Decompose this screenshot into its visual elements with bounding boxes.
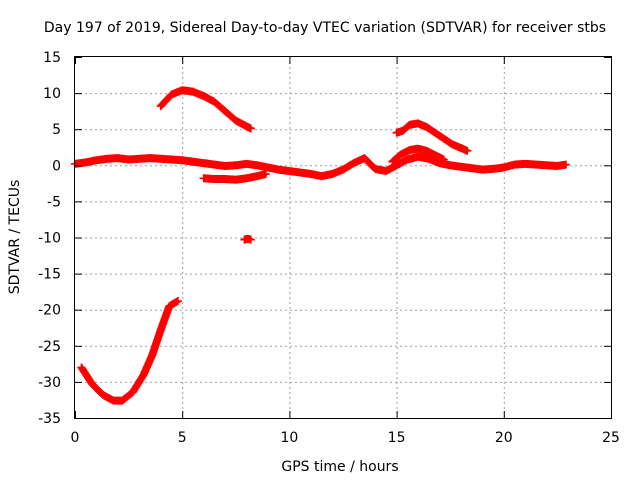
y-axis-label: SDTVAR / TECUs xyxy=(7,180,23,295)
data-point-markers xyxy=(77,297,182,405)
series-isolated xyxy=(240,234,255,244)
x-axis-label: GPS time / hours xyxy=(281,459,398,475)
grid-lines xyxy=(75,57,611,418)
data-point-markers xyxy=(240,234,255,244)
x-tick-label: 0 xyxy=(71,430,80,446)
series-baseline xyxy=(71,152,570,181)
y-tick-label: 0 xyxy=(52,158,61,174)
y-tick-label: -35 xyxy=(38,411,61,427)
axis-ticks: 0 5 10 15 20 25 -35 -30 -25 -20 -15 -10 -5 0 5 10 15 xyxy=(38,50,620,446)
y-tick-label: 10 xyxy=(43,86,61,102)
y-tick-label: -10 xyxy=(38,231,61,247)
y-tick-label: -5 xyxy=(47,194,61,210)
y-tick-label: -25 xyxy=(38,339,61,355)
data-point-markers xyxy=(388,144,448,166)
y-tick-label: -15 xyxy=(38,267,61,283)
plot-frame xyxy=(74,56,612,419)
x-tick-label: 20 xyxy=(495,430,513,446)
x-tick-label: 5 xyxy=(178,430,187,446)
data-points xyxy=(71,86,570,405)
x-tick-label: 25 xyxy=(602,430,620,446)
series-secondary-arc xyxy=(388,144,448,166)
series-low-arc xyxy=(77,297,182,405)
y-tick-label: -30 xyxy=(38,375,61,391)
data-point-markers xyxy=(392,119,472,155)
data-point-markers xyxy=(199,169,270,184)
chart-title: Day 197 of 2019, Sidereal Day-to-day VTE… xyxy=(44,20,606,36)
x-tick-label: 10 xyxy=(280,430,298,446)
series-high-arc xyxy=(156,86,255,133)
series-short-segment xyxy=(199,169,270,184)
x-tick-label: 15 xyxy=(388,430,406,446)
series-afternoon-arc xyxy=(392,119,472,155)
y-tick-label: 5 xyxy=(52,122,61,138)
y-tick-label: 15 xyxy=(43,50,61,66)
data-point-markers xyxy=(71,152,570,181)
data-point-markers xyxy=(156,86,255,133)
y-tick-label: -20 xyxy=(38,303,61,319)
